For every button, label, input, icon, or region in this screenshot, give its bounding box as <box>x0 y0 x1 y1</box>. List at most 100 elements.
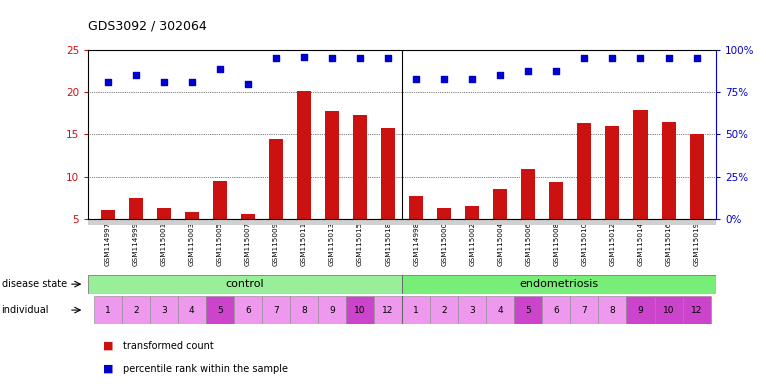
Bar <box>157 208 171 261</box>
Point <box>298 54 310 60</box>
Text: ■: ■ <box>103 341 114 351</box>
Bar <box>122 296 150 324</box>
Bar <box>458 296 486 324</box>
Text: 7: 7 <box>581 306 588 314</box>
Bar <box>318 296 346 324</box>
Bar <box>571 296 598 324</box>
Bar <box>465 206 480 261</box>
Point <box>129 72 142 78</box>
Text: 3: 3 <box>470 306 475 314</box>
Bar <box>486 296 514 324</box>
Point <box>663 55 675 61</box>
FancyBboxPatch shape <box>88 219 716 225</box>
Bar <box>346 296 374 324</box>
Point <box>494 72 506 78</box>
Text: 9: 9 <box>637 306 643 314</box>
Bar <box>549 182 563 261</box>
Text: 10: 10 <box>663 306 674 314</box>
Text: endometriosis: endometriosis <box>519 279 599 289</box>
Bar <box>290 296 318 324</box>
Point <box>690 55 702 61</box>
Point <box>438 76 450 83</box>
Point <box>466 76 479 83</box>
Bar <box>689 134 704 261</box>
Bar <box>374 296 402 324</box>
Bar <box>297 91 311 261</box>
Bar <box>150 296 178 324</box>
Bar <box>605 126 620 261</box>
Bar <box>234 296 262 324</box>
Bar <box>353 115 367 261</box>
Text: ■: ■ <box>103 364 114 374</box>
Point <box>410 76 422 83</box>
Text: 2: 2 <box>441 306 447 314</box>
Bar <box>206 296 234 324</box>
Bar <box>662 122 676 261</box>
Bar <box>627 296 654 324</box>
Point <box>102 79 114 85</box>
Text: 3: 3 <box>161 306 167 314</box>
Text: control: control <box>226 279 264 289</box>
Bar <box>654 296 683 324</box>
Bar <box>213 181 227 261</box>
Bar <box>437 208 451 261</box>
Bar <box>93 296 122 324</box>
Bar <box>683 296 711 324</box>
Bar <box>269 139 283 261</box>
Text: 8: 8 <box>301 306 307 314</box>
Bar <box>325 111 339 261</box>
Point <box>158 79 170 85</box>
Bar <box>542 296 571 324</box>
Text: 7: 7 <box>273 306 279 314</box>
Text: 5: 5 <box>217 306 223 314</box>
Bar <box>402 296 430 324</box>
Point <box>242 81 254 87</box>
Bar <box>241 214 255 261</box>
Text: 9: 9 <box>329 306 335 314</box>
Point <box>214 65 226 71</box>
Text: 6: 6 <box>245 306 250 314</box>
Bar <box>633 110 647 261</box>
Bar <box>522 169 535 261</box>
Text: individual: individual <box>2 305 49 315</box>
Bar <box>578 123 591 261</box>
Bar <box>100 210 115 261</box>
Text: 2: 2 <box>133 306 139 314</box>
Bar <box>185 212 199 261</box>
Point <box>578 55 591 61</box>
Point <box>270 55 282 61</box>
Point <box>382 55 394 61</box>
Text: 8: 8 <box>610 306 615 314</box>
Bar <box>381 127 395 261</box>
Text: percentile rank within the sample: percentile rank within the sample <box>123 364 287 374</box>
Text: 4: 4 <box>189 306 195 314</box>
Bar <box>262 296 290 324</box>
Bar <box>129 198 142 261</box>
Point <box>326 55 338 61</box>
Bar <box>409 196 423 261</box>
Point <box>550 68 562 74</box>
Text: transformed count: transformed count <box>123 341 213 351</box>
Bar <box>88 275 402 294</box>
Point <box>185 79 198 85</box>
Bar <box>178 296 206 324</box>
Text: GDS3092 / 302064: GDS3092 / 302064 <box>88 20 207 33</box>
Text: 12: 12 <box>691 306 702 314</box>
Text: 1: 1 <box>414 306 419 314</box>
Text: 6: 6 <box>554 306 559 314</box>
Point <box>607 55 619 61</box>
Text: 4: 4 <box>497 306 503 314</box>
Bar <box>514 296 542 324</box>
Bar <box>598 296 627 324</box>
Text: 10: 10 <box>355 306 366 314</box>
Text: disease state: disease state <box>2 279 67 289</box>
Point <box>354 55 366 61</box>
Bar <box>402 275 716 294</box>
Text: 12: 12 <box>382 306 394 314</box>
Text: 1: 1 <box>105 306 110 314</box>
Point <box>634 55 647 61</box>
Bar <box>493 189 507 261</box>
Bar <box>430 296 458 324</box>
Text: 5: 5 <box>525 306 531 314</box>
Point <box>522 68 535 74</box>
